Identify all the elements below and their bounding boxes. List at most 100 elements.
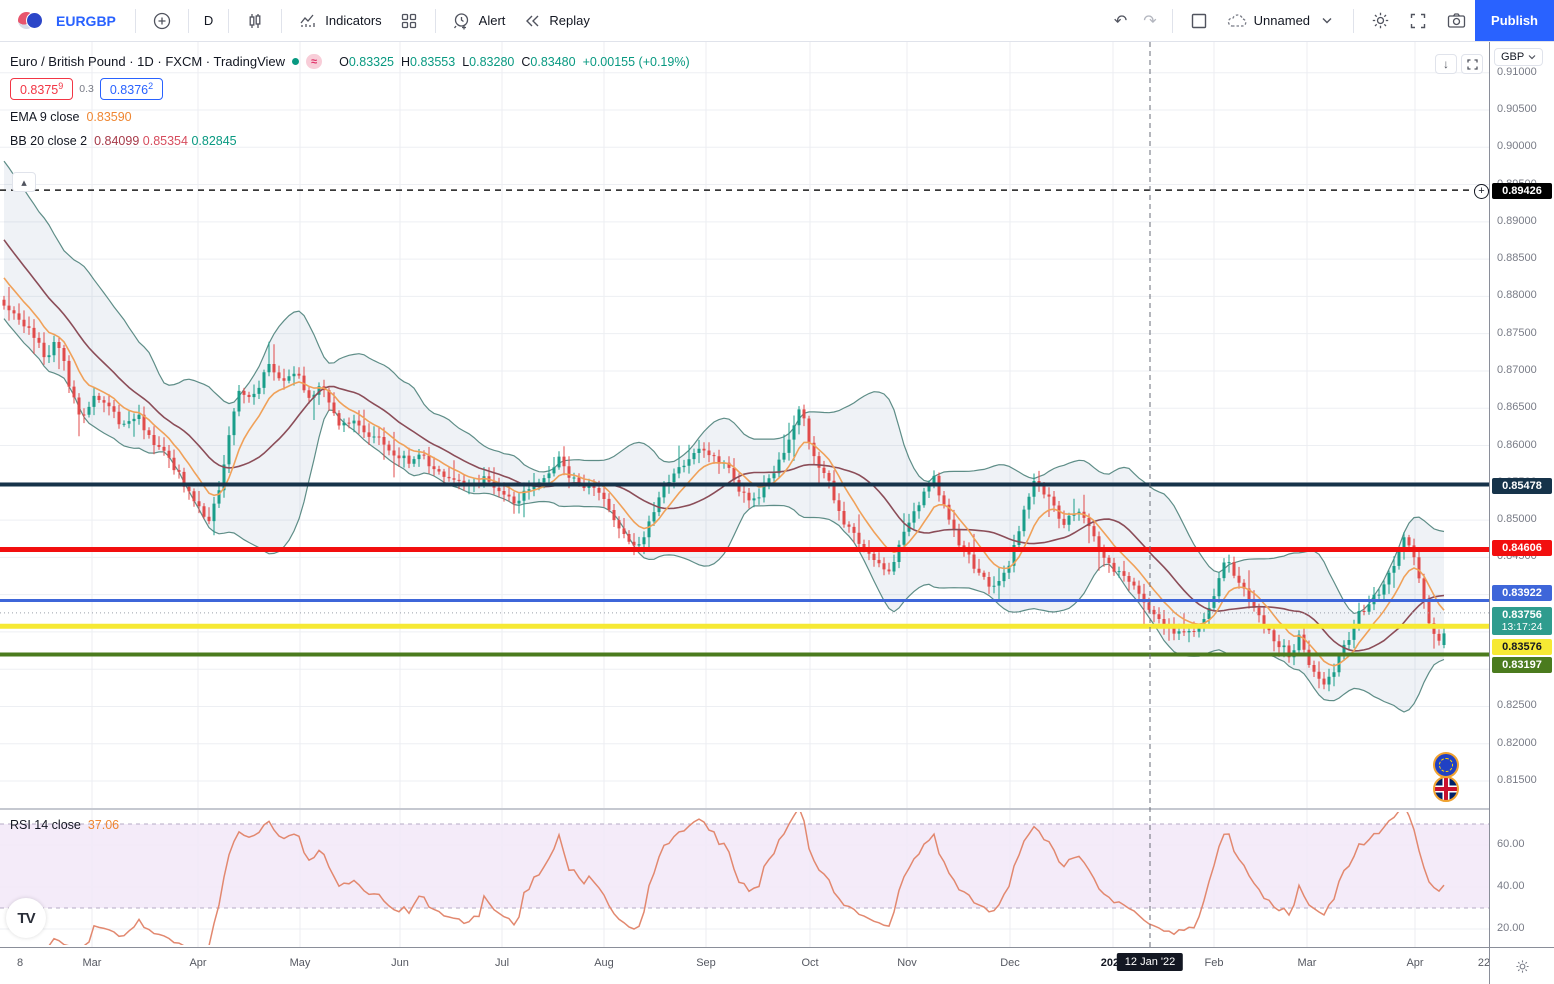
price-tick-0.86500: 0.86500 [1497, 401, 1537, 414]
gear-icon [1515, 959, 1529, 973]
pane-maximize-button[interactable] [1461, 54, 1483, 74]
undo-icon: ↶ [1113, 12, 1128, 30]
interval-label: D [203, 13, 214, 28]
symbol-pair-logo [18, 11, 44, 31]
fullscreen-button[interactable] [1399, 0, 1437, 41]
time-axis[interactable]: 8 Mar Apr May Jun Jul Aug Sep Oct Nov Dec 2022 Feb Ma… [0, 947, 1491, 984]
current-price-chip[interactable]: 0.83756 13:17:24 [1492, 606, 1552, 635]
rsi-legend-row[interactable]: RSI 14 close 37.06 [10, 818, 120, 832]
time-label-Mar: Mar [82, 957, 102, 969]
rsi-tick-60.00: 60.00 [1497, 838, 1525, 850]
chart-settings-button[interactable] [1361, 0, 1399, 41]
replay-rewind-icon [521, 10, 543, 32]
price-level-chip-0.89426[interactable]: 0.89426 [1492, 183, 1552, 200]
layout-name: Unnamed [1253, 13, 1311, 28]
price-tick-0.88000: 0.88000 [1497, 289, 1537, 302]
candles-icon [244, 10, 266, 32]
price-level-chip-0.83922[interactable]: 0.83922 [1492, 585, 1552, 602]
rsi-tick-20.00: 20.00 [1497, 922, 1525, 934]
save-layout-button[interactable]: Unnamed [1218, 0, 1346, 41]
eu-flag-icon [1433, 752, 1459, 778]
indicators-label: Indicators [325, 13, 382, 28]
price-axis[interactable]: GBP 0.910000.905000.900000.895000.890000… [1474, 42, 1554, 947]
top-toolbar: EURGBP D Indi [0, 0, 1554, 42]
price-level-chip-0.84606[interactable]: 0.84606 [1492, 540, 1552, 557]
bb-legend-row[interactable]: BB 20 close 2 0.84099 0.85354 0.82845 [10, 134, 237, 149]
symbol-search-button[interactable]: EURGBP [10, 0, 128, 41]
time-label-22: 22 [1477, 957, 1491, 969]
interval-button[interactable]: D [196, 0, 221, 41]
axis-settings-corner[interactable] [1489, 947, 1554, 984]
currency-selector[interactable]: GBP [1494, 48, 1544, 66]
symbol-title: Euro / British Pound · 1D · FXCM · Tradi… [10, 54, 286, 69]
price-level-chip-0.83576[interactable]: 0.83576 [1492, 639, 1552, 656]
spread-value: 0.3 [79, 83, 94, 96]
rsi-line [48, 812, 1445, 945]
symbol-name: EURGBP [56, 12, 116, 29]
price-tick-0.88500: 0.88500 [1497, 252, 1537, 265]
time-label-Mar: Mar [1297, 957, 1317, 969]
pane-move-down-button[interactable]: ↓ [1435, 54, 1457, 74]
price-tick-0.85000: 0.85000 [1497, 513, 1537, 526]
sell-bid-button[interactable]: 0.83759 [10, 78, 74, 101]
tradingview-logo[interactable]: TV [6, 898, 46, 938]
price-chart-canvas[interactable] [0, 42, 1489, 947]
fullscreen-icon [1407, 10, 1429, 32]
chart-area[interactable]: Euro / British Pound · 1D · FXCM · Tradi… [0, 42, 1489, 947]
uk-flag-icon [1433, 776, 1459, 802]
ema-legend-row[interactable]: EMA 9 close 0.83590 [10, 110, 132, 125]
ohlc-values: O0.83325 H0.83553 L0.83280 C0.83480 +0.0… [339, 54, 690, 69]
bb-lower-value: 0.82845 [191, 134, 237, 149]
gear-icon [1369, 10, 1391, 32]
time-label-Oct: Oct [801, 957, 819, 969]
alarm-clock-icon [451, 10, 473, 32]
price-tick-0.86000: 0.86000 [1497, 438, 1537, 451]
rsi-value: 37.06 [87, 818, 120, 832]
bb-upper-value: 0.85354 [142, 134, 188, 149]
legend-collapse-button[interactable]: ▴ [12, 172, 36, 192]
rsi-tick-40.00: 40.00 [1497, 880, 1525, 892]
bid-ask-row: 0.83759 0.3 0.83762 [10, 78, 690, 101]
pane-controls: ↓ [1435, 54, 1483, 74]
plus-circle-icon [151, 10, 173, 32]
templates-button[interactable] [390, 0, 428, 41]
cloud-icon [1226, 10, 1248, 32]
buy-ask-button[interactable]: 0.83762 [99, 78, 164, 101]
replay-label: Replay [549, 13, 590, 28]
add-alert-plus-icon[interactable]: + [1474, 184, 1489, 200]
time-label-Apr: Apr [1406, 957, 1424, 969]
price-tick-0.89000: 0.89000 [1497, 214, 1537, 227]
alert-button[interactable]: Alert [443, 0, 514, 41]
ema-line [3, 277, 1445, 667]
ema-value: 0.83590 [86, 110, 132, 125]
time-label-8: 8 [16, 957, 24, 969]
publish-button[interactable]: Publish [1475, 0, 1554, 41]
replay-button[interactable]: Replay [513, 0, 597, 41]
time-label-Apr: Apr [189, 957, 207, 969]
layout-select-button[interactable] [1180, 0, 1218, 41]
chart-style-button[interactable] [236, 0, 274, 41]
symbol-title-row[interactable]: Euro / British Pound · 1D · FXCM · Tradi… [10, 54, 690, 69]
undo-button[interactable]: ↶ [1106, 0, 1135, 41]
grid-layout-icon [398, 10, 420, 32]
chevron-down-icon [1316, 10, 1338, 32]
redo-button[interactable]: ↷ [1135, 0, 1164, 41]
alert-label: Alert [478, 13, 506, 28]
price-pane [2, 160, 1446, 713]
market-status-dot-icon [292, 58, 300, 65]
snapshot-button[interactable] [1437, 0, 1475, 41]
rsi-band-fill [0, 824, 1489, 908]
price-level-chip-0.85478[interactable]: 0.85478 [1492, 478, 1552, 495]
chevron-down-icon [1528, 55, 1536, 60]
price-level-chip-0.83197[interactable]: 0.83197 [1492, 656, 1552, 673]
change-value: +0.00155 (+0.19%) [582, 54, 690, 69]
bb-basis-value: 0.84099 [94, 134, 140, 149]
compare-symbol-button[interactable] [143, 0, 181, 41]
price-tick-0.82000: 0.82000 [1497, 736, 1537, 749]
delayed-data-badge[interactable]: ≈ [306, 54, 323, 69]
bollinger-fill [4, 161, 1444, 713]
indicators-button[interactable]: Indicators [289, 0, 389, 41]
time-label-Jul: Jul [494, 957, 510, 969]
pane-separator[interactable] [0, 808, 1489, 810]
